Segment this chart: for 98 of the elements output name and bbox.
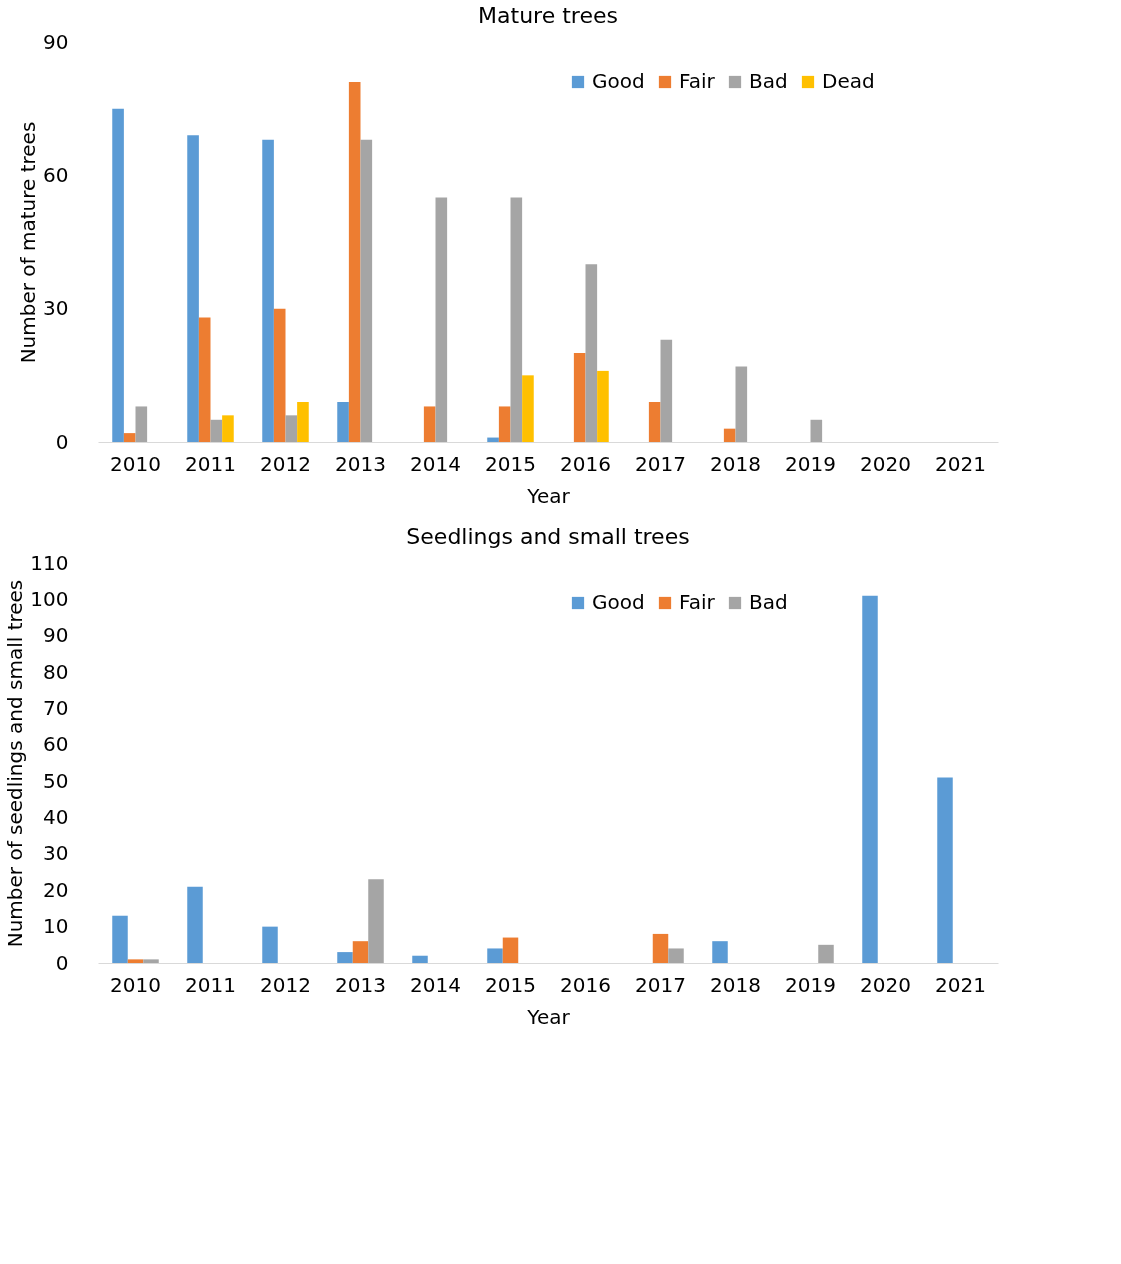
legend-label: Bad xyxy=(749,69,788,93)
x-tick-label: 2020 xyxy=(860,972,911,997)
y-tick-label: 60 xyxy=(43,162,69,187)
bar xyxy=(648,402,661,442)
x-tick-label: 2018 xyxy=(710,972,761,997)
legend-label: Dead xyxy=(822,69,875,93)
legend-label: Bad xyxy=(749,590,788,614)
bar xyxy=(487,437,499,442)
chart-title: Seedlings and small trees xyxy=(406,524,690,549)
bar xyxy=(818,944,834,963)
x-tick-label: 2019 xyxy=(785,451,836,476)
bar xyxy=(487,948,503,963)
x-tick-label: 2018 xyxy=(710,451,761,476)
y-tick-label: 30 xyxy=(43,841,69,866)
x-axis-title: Year xyxy=(526,483,571,508)
x-tick-label: 2017 xyxy=(635,972,686,997)
chart-title: Mature trees xyxy=(478,3,618,28)
bar xyxy=(123,433,136,442)
bar xyxy=(198,317,211,442)
x-tick-label: 2021 xyxy=(935,451,986,476)
bar xyxy=(285,415,298,442)
y-tick-label: 90 xyxy=(43,29,69,54)
bar xyxy=(810,419,823,442)
y-tick-label: 0 xyxy=(55,950,69,975)
bar xyxy=(222,415,234,442)
x-tick-label: 2016 xyxy=(560,972,611,997)
x-tick-label: 2014 xyxy=(410,451,461,476)
bar xyxy=(668,948,684,963)
bar xyxy=(352,941,369,963)
x-tick-label: 2011 xyxy=(185,451,236,476)
legend-label: Fair xyxy=(679,590,716,614)
x-tick-label: 2017 xyxy=(635,451,686,476)
x-tick-label: 2013 xyxy=(335,451,386,476)
x-tick-label: 2012 xyxy=(260,972,311,997)
bar xyxy=(187,135,199,442)
legend-label: Fair xyxy=(679,69,716,93)
y-tick-label: 110 xyxy=(30,550,69,575)
x-tick-label: 2013 xyxy=(335,972,386,997)
bar xyxy=(262,926,278,963)
bar xyxy=(723,428,736,442)
bar xyxy=(937,777,953,963)
x-tick-label: 2015 xyxy=(485,972,536,997)
legend-label: Good xyxy=(592,590,645,614)
bar xyxy=(412,955,428,963)
x-tick-label: 2011 xyxy=(185,972,236,997)
bar xyxy=(423,406,436,442)
y-tick-label: 10 xyxy=(43,914,69,939)
bar xyxy=(210,419,223,442)
x-tick-label: 2010 xyxy=(110,451,161,476)
bar xyxy=(360,139,373,442)
x-tick-label: 2010 xyxy=(110,972,161,997)
x-tick-label: 2015 xyxy=(485,451,536,476)
bar xyxy=(112,915,128,963)
y-tick-label: 60 xyxy=(43,732,69,757)
y-tick-label: 30 xyxy=(43,296,69,321)
bar xyxy=(143,959,159,963)
bar xyxy=(573,353,586,442)
bar xyxy=(660,339,673,442)
x-tick-label: 2021 xyxy=(935,972,986,997)
bar xyxy=(735,366,748,442)
y-tick-label: 90 xyxy=(43,623,69,648)
x-tick-label: 2016 xyxy=(560,451,611,476)
bar xyxy=(262,139,274,442)
bar xyxy=(337,402,349,442)
bar xyxy=(435,197,448,442)
bar xyxy=(522,375,534,442)
legend-label: Good xyxy=(592,69,645,93)
x-axis-title: Year xyxy=(526,1004,571,1029)
bar xyxy=(187,886,203,963)
y-tick-label: 70 xyxy=(43,695,69,720)
bar xyxy=(337,952,353,963)
y-tick-label: 20 xyxy=(43,877,69,902)
bar xyxy=(112,108,124,442)
bar xyxy=(502,937,519,963)
y-tick-label: 50 xyxy=(43,768,69,793)
y-tick-label: 100 xyxy=(30,586,69,611)
bar xyxy=(273,308,286,442)
y-tick-label: 0 xyxy=(55,429,69,454)
bar xyxy=(368,879,384,963)
y-axis-title: Number of seedlings and small trees xyxy=(3,579,28,948)
bar xyxy=(348,82,361,442)
y-tick-label: 80 xyxy=(43,659,69,684)
bar xyxy=(585,264,598,442)
y-axis-title: Number of mature trees xyxy=(16,121,41,364)
bar xyxy=(652,933,669,963)
bar xyxy=(498,406,511,442)
bar xyxy=(510,197,523,442)
x-tick-label: 2014 xyxy=(410,972,461,997)
bar xyxy=(127,959,144,963)
x-tick-label: 2019 xyxy=(785,972,836,997)
bar xyxy=(597,370,609,442)
x-tick-label: 2020 xyxy=(860,451,911,476)
bar xyxy=(712,941,728,963)
x-tick-label: 2012 xyxy=(260,451,311,476)
bar xyxy=(135,406,148,442)
bar xyxy=(297,402,309,442)
bar xyxy=(862,595,878,963)
y-tick-label: 40 xyxy=(43,805,69,830)
